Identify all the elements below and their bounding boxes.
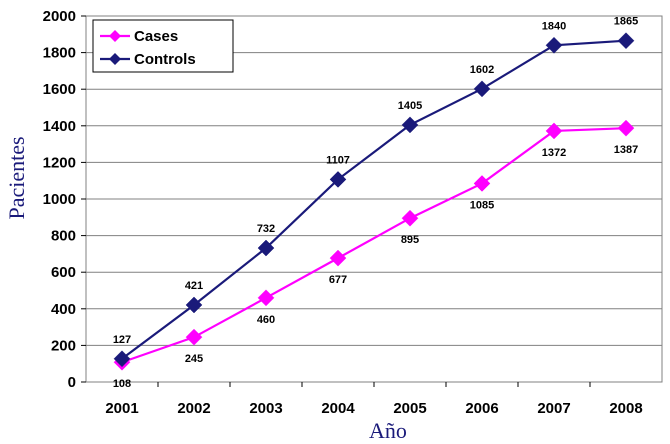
data-label-cases: 1387 [614,144,638,156]
x-tick-label: 2008 [609,400,642,417]
data-point-cases [401,209,419,227]
data-label-cases: 460 [257,314,275,326]
x-tick-label: 2006 [465,400,498,417]
x-tick-label: 2005 [393,400,426,417]
data-point-cases [473,175,491,192]
legend-marker-controls [109,53,121,65]
data-label-controls: 1840 [542,20,566,32]
x-axis-ticks: 2001 2002 2003 2004 2005 2006 2007 2008 [105,382,643,417]
y-axis-ticks: 0 200 400 600 800 1000 1200 1400 1600 1800 2000 [43,8,86,391]
data-label-controls: 1107 [326,154,350,166]
data-label-cases: 1372 [542,147,566,159]
data-point-cases [185,328,203,346]
y-axis-title: Pacientes [4,136,29,219]
series-line-controls [121,39,627,360]
data-point-cases [257,289,275,307]
data-point-controls [473,80,491,98]
y-tick-label: 2000 [43,8,76,25]
y-tick-label: 1200 [43,154,76,171]
data-point-controls [185,296,203,314]
data-label-cases: 245 [185,353,203,365]
y-tick-label: 400 [51,301,76,318]
y-tick-label: 1000 [43,191,76,208]
x-axis-title: Año [369,418,407,443]
data-point-controls [113,350,131,368]
y-tick-label: 0 [68,374,76,391]
y-tick-label: 1600 [43,81,76,98]
x-tick-label: 2002 [177,400,210,417]
data-labels: 108 245 460 677 895 1085 1372 1387 127 421 732 1107… [113,16,638,391]
y-tick-label: 800 [51,228,76,245]
legend-label-controls: Controls [134,51,196,68]
y-tick-label: 1800 [43,45,76,62]
data-label-controls: 1865 [614,16,638,28]
data-label-controls: 127 [113,334,131,346]
data-label-cases: 677 [329,274,347,286]
data-label-controls: 421 [185,280,203,292]
x-tick-label: 2007 [537,400,570,417]
data-point-controls [545,36,563,54]
data-point-cases [329,249,347,267]
y-tick-label: 1400 [43,118,76,135]
data-label-cases: 895 [401,234,419,246]
data-label-cases: 108 [113,378,131,390]
data-label-controls: 1405 [398,100,422,112]
data-point-controls [401,116,419,134]
legend-marker-cases [109,30,121,42]
data-point-controls [617,32,635,50]
y-tick-label: 200 [51,337,76,354]
data-point-cases [545,122,563,140]
x-tick-label: 2004 [321,400,355,417]
data-point-cases [617,119,635,137]
x-tick-label: 2001 [105,400,138,417]
data-point-controls [257,239,275,257]
data-label-cases: 1085 [470,199,494,211]
legend: Cases Controls [92,19,234,73]
y-tick-label: 600 [51,264,76,281]
data-point-controls [329,171,347,188]
legend-label-cases: Cases [134,28,178,45]
x-tick-label: 2003 [249,400,282,417]
series-layer [113,32,635,371]
data-label-controls: 1602 [470,64,494,76]
data-label-controls: 732 [257,223,275,235]
series-line-cases [121,127,627,364]
